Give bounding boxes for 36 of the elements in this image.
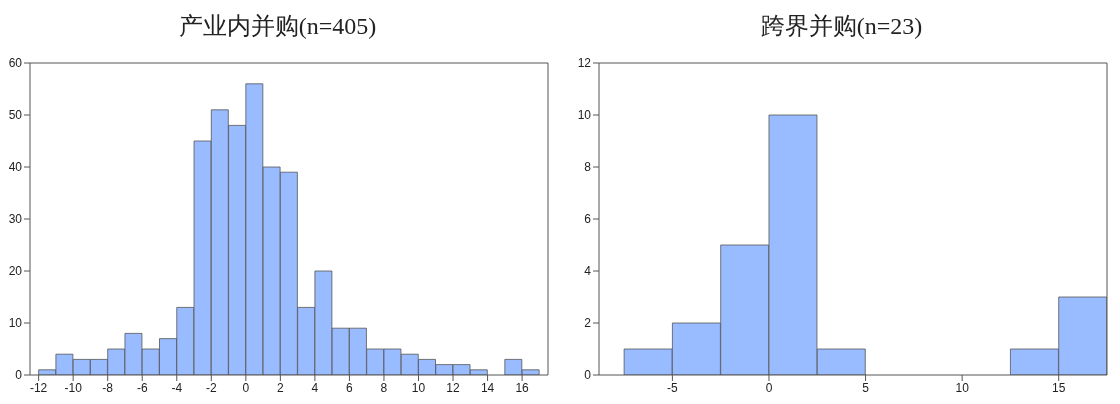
y-tick-label: 10 [8,316,23,331]
x-tick-label: -10 [64,380,83,395]
x-tick-label: 2 [277,380,285,395]
y-tick-label: 50 [8,108,23,123]
y-tick-label: 12 [577,56,592,71]
x-tick-label: 6 [346,380,354,395]
y-tick-label: 40 [8,160,23,175]
x-tick-label: 15 [1052,380,1066,395]
y-tick-label: 20 [8,264,23,279]
y-tick-label: 30 [8,212,23,227]
chart-title: 跨界并购(n=23) [759,12,924,41]
x-tick-label: 4 [311,380,319,395]
x-tick-label: 5 [862,380,870,395]
y-tick-label: 60 [8,56,23,71]
chart-title: 产业内并购(n=405) [177,12,378,41]
x-tick-label: 0 [765,380,773,395]
x-tick-label: 12 [446,380,461,395]
x-tick-label: -4 [171,380,183,395]
y-tick-label: 8 [584,160,592,175]
y-tick-label: 0 [15,368,23,383]
x-tick-label: 16 [515,380,530,395]
x-tick-label: -8 [102,380,114,395]
x-tick-label: 0 [242,380,250,395]
x-tick-label: 14 [480,380,495,395]
x-tick-label: -2 [205,380,217,395]
x-tick-label: 8 [380,380,388,395]
y-tick-label: 6 [584,212,592,227]
x-tick-label: 10 [411,380,426,395]
y-tick-label: 10 [577,108,592,123]
x-tick-label: 10 [955,380,970,395]
x-tick-label: -5 [667,380,679,395]
x-tick-label: -12 [29,380,48,395]
y-tick-label: 4 [584,264,592,279]
y-tick-label: 2 [584,316,592,331]
x-tick-label: -6 [136,380,148,395]
y-tick-label: 0 [584,368,592,383]
